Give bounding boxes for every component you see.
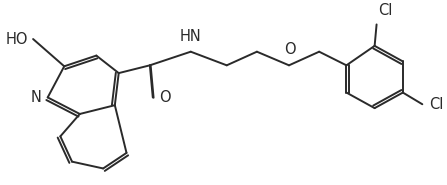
Text: HN: HN xyxy=(180,29,202,44)
Text: HO: HO xyxy=(6,32,28,47)
Text: N: N xyxy=(31,90,42,105)
Text: O: O xyxy=(284,42,296,57)
Text: O: O xyxy=(160,90,171,105)
Text: Cl: Cl xyxy=(379,3,393,18)
Text: Cl: Cl xyxy=(429,97,443,112)
